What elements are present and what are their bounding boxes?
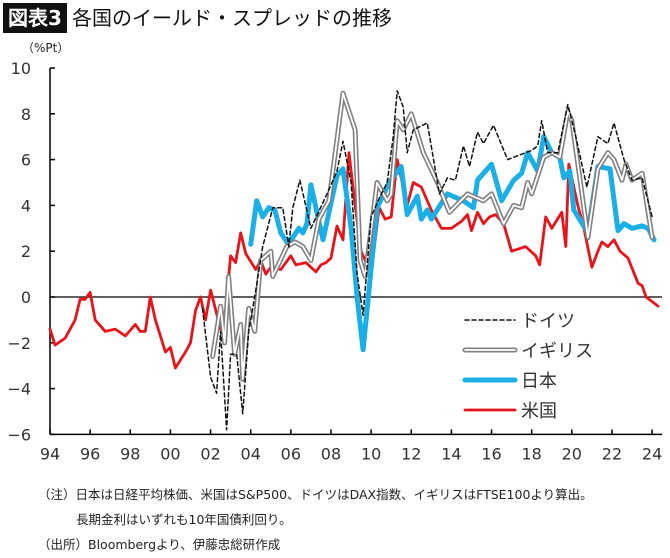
- y-axis-label: （%Pt）: [22, 41, 69, 55]
- x-tick-label: 18: [522, 444, 542, 463]
- series-line-0: [201, 90, 653, 431]
- series-line-1-inner: [211, 92, 653, 381]
- y-tick-label: −6: [7, 425, 31, 444]
- y-tick-label: −2: [7, 334, 31, 353]
- y-tick-label: 2: [21, 242, 31, 261]
- x-tick-label: 16: [481, 444, 501, 463]
- x-tick-label: 22: [602, 444, 622, 463]
- x-tick-label: 06: [281, 444, 301, 463]
- x-tick-label: 02: [200, 444, 220, 463]
- x-tick-label: 00: [160, 444, 180, 463]
- y-tick-label: 10: [11, 59, 31, 78]
- y-tick-label: 6: [21, 151, 31, 170]
- x-tick-label: 10: [361, 444, 381, 463]
- x-tick-label: 98: [120, 444, 140, 463]
- series-line-1: [210, 90, 655, 382]
- x-tick-label: 14: [441, 444, 461, 463]
- x-tick-label: 04: [241, 444, 261, 463]
- note-line-1: （注）日本は日経平均株価、米国はS&P500、ドイツはDAX指数、イギリスはFT…: [38, 487, 593, 502]
- x-tick-label: 12: [401, 444, 421, 463]
- source-note: （出所）Bloombergより、伊藤忠総研作成: [38, 537, 281, 552]
- legend-label: 米国: [521, 401, 557, 422]
- figure-label: 図表3: [3, 3, 67, 33]
- series-line-2: [248, 134, 657, 353]
- legend-label: イギリス: [521, 341, 593, 362]
- chart-title: 各国のイールド・スプレッドの推移: [72, 6, 392, 30]
- y-tick-label: 8: [21, 105, 31, 124]
- x-tick-label: 08: [321, 444, 341, 463]
- x-tick-label: 94: [40, 444, 60, 463]
- x-tick-label: 96: [80, 444, 100, 463]
- legend-label: 日本: [521, 371, 557, 392]
- y-tick-label: 0: [21, 288, 31, 307]
- note-line-2: 長期金利はいずれも10年国債利回り。: [76, 512, 292, 527]
- x-tick-label: 20: [562, 444, 582, 463]
- legend-label: ドイツ: [521, 311, 575, 332]
- x-tick-label: 24: [642, 444, 662, 463]
- y-tick-label: 4: [21, 196, 31, 215]
- y-tick-label: −4: [7, 380, 31, 399]
